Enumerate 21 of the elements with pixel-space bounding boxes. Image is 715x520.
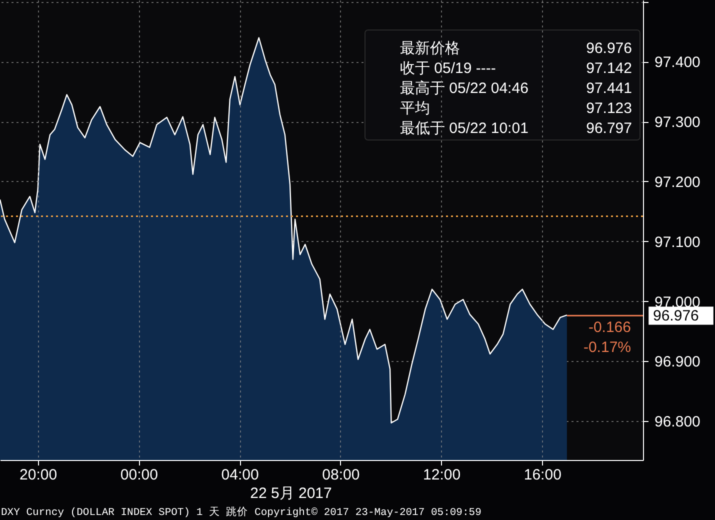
x-tick-label: 08:00	[322, 466, 360, 484]
text: 22 5月 2017	[250, 485, 332, 502]
annotation: -0.17%	[583, 339, 631, 356]
x-tick-label: 12:00	[423, 466, 461, 484]
y-tick-label: 97.200	[654, 174, 700, 191]
y-tick-label: 96.900	[654, 354, 700, 371]
y-tick-label: 97.100	[654, 234, 700, 251]
text: 收于 05/19 ---- 97.142	[400, 60, 632, 77]
x-tick-label: 16:00	[524, 466, 562, 484]
x-tick-label: 20:00	[20, 466, 58, 484]
y-tick-label: 97.300	[654, 114, 700, 132]
x-tick-label: 00:00	[120, 466, 158, 484]
y-tick-label: 96.800	[654, 414, 700, 431]
x-tick-label: 04:00	[221, 466, 259, 484]
text: 最低于 05/22 10:01 96.797	[400, 120, 632, 137]
text: 平均 97.123	[400, 100, 632, 117]
text: DXY Curncy (DOLLAR INDEX SPOT) 1 天 跳价 Copyright© 2017 23-May-2017 05:09:59	[1, 506, 482, 519]
annotation: -0.166	[588, 319, 631, 336]
text: 最新价格 96.976	[400, 40, 632, 57]
y-tick-label: 97.400	[654, 54, 700, 72]
text: 最高于 05/22 04:46 97.441	[400, 80, 632, 97]
